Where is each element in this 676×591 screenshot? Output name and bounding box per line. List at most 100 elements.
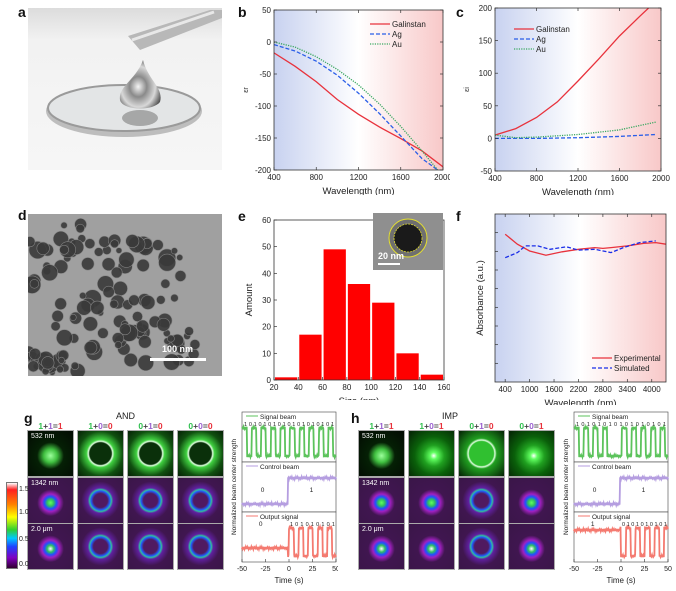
nanoparticle [170,247,178,255]
plot-frame [494,213,667,383]
x-axis-label: Wavelength (nm) [542,187,614,195]
nanoparticle [41,264,59,282]
y-tick-label: 0 [267,38,272,47]
nanoparticle [56,329,73,347]
x-tick-label: 20 [270,383,279,392]
panel-label-f: f [456,208,461,224]
beam-image-2-0: 2.0 μm [358,523,405,570]
x-tick-label: -50 [569,566,579,573]
histogram-bar [275,377,298,380]
x-tick-label: 800 [530,174,544,183]
output-bits-after: 0 1 0 1 0 1 0 1 0 1 [622,522,667,528]
nanoparticle [118,251,135,268]
nanoparticle [163,353,181,371]
nanoparticle [82,316,98,332]
nanoparticle [70,361,80,371]
spectral-background [274,10,443,170]
histogram-bar [347,284,371,380]
panel-label-d: d [18,207,27,223]
chart-size-histogram: 20 40 60 80 100 120 140 160 0 10 20 30 40 50 60 Size (n… [244,216,450,400]
trace-waveform-1 [573,473,669,509]
series-line-simulated [504,240,656,259]
nanoparticle [184,326,194,337]
nanoparticle [79,291,87,300]
panel-label-c: c [456,4,464,20]
nanoparticle [128,294,140,307]
wavelength-label: 1342 nm [362,480,390,487]
nanoparticle [112,281,128,296]
histogram-bar [420,374,443,380]
x-tick-label: -50 [237,566,247,573]
beam-image-1-2 [127,477,174,524]
trace-legend-label: Signal beam [592,414,628,421]
nanoparticle [76,300,92,316]
nanoparticle [167,334,175,343]
wavelength-label: 2.0 μm [31,526,53,533]
output-bits-after: 1 0 1 0 1 0 1 0 1 [290,522,335,528]
nanoparticle [29,279,40,289]
nanoparticle [132,311,143,322]
beam-image-2-1 [77,523,124,570]
nanoparticle [158,253,176,272]
beam-image-1-3 [508,477,555,524]
truth-header-2: 0+1=0 [138,421,163,431]
y-tick-label: -50 [480,167,492,176]
y-tick-label: 50 [483,102,492,111]
nanoparticle [36,241,50,255]
trace-waveform-1 [241,473,337,509]
y-tick-label: 0 [488,134,493,143]
x-tick-label: 120 [389,383,403,392]
y-axis-label: Absorbance (a.u.) [475,260,486,336]
nanoparticle [50,321,61,332]
trace-waveform-2 [241,523,337,561]
y-tick-label: -100 [255,102,272,111]
inset-scale-bar [378,263,400,265]
x-tick-label: -25 [592,566,602,573]
nanoparticle [160,278,171,289]
beam-image-0-1 [408,430,455,477]
nanoparticle [189,339,201,350]
nanoparticle [156,295,166,305]
gate-title-imp: IMP [442,411,459,421]
colorbar-tick-0.0: 0.0 [19,561,29,568]
nanoparticle [90,300,105,315]
truth-header-3: 0+0=0 [188,421,213,431]
tem-image: 100 nm [28,214,222,376]
scale-bar [150,358,206,361]
histogram-bar [323,249,346,380]
x-tick-label: 1600 [545,385,563,394]
x-tick-label: 2000 [652,174,670,183]
nanoparticle [152,239,164,251]
y-tick-label: 0 [267,376,272,385]
colorbar-tick-1.0: 1.0 [19,509,29,516]
legend-label-galinstan: Galinstan [536,25,570,34]
series-line-galinstan [495,8,650,136]
y-axis-label: εr [243,87,250,93]
nanoparticle [136,319,150,333]
nanoparticle [101,257,116,271]
control-bit-1: 1 [310,487,314,494]
y-tick-label: -200 [255,166,272,175]
nanoparticle [115,247,123,254]
beam-image-0-3 [508,430,555,477]
truth-header-2: 0+1=0 [469,421,494,431]
beam-image-0-3 [177,430,224,477]
trace-legend-label: Control beam [260,464,299,471]
nanoparticle [176,254,184,261]
inset-scale-label: 20 nm [378,251,405,261]
beam-image-0-2 [458,430,505,477]
beam-image-0-1 [77,430,124,477]
y-tick-label: 20 [262,323,271,332]
x-tick-label: 2000 [434,173,450,182]
x-tick-label: 1600 [392,173,410,182]
nanoparticle [58,356,65,364]
truth-header-1: 1+0=0 [88,421,113,431]
trace-legend-label: Output signal [592,514,631,521]
chart-permittivity-real: 400 800 1200 1600 2000 50 0 -50 -100 -150 -200 Wave… [243,6,450,195]
truth-header-0: 1+1=1 [38,421,63,431]
truth-header-0: 1+1=1 [369,421,394,431]
y-tick-label: 30 [262,296,271,305]
nanoparticle [110,239,120,249]
nanoparticle [54,297,67,310]
